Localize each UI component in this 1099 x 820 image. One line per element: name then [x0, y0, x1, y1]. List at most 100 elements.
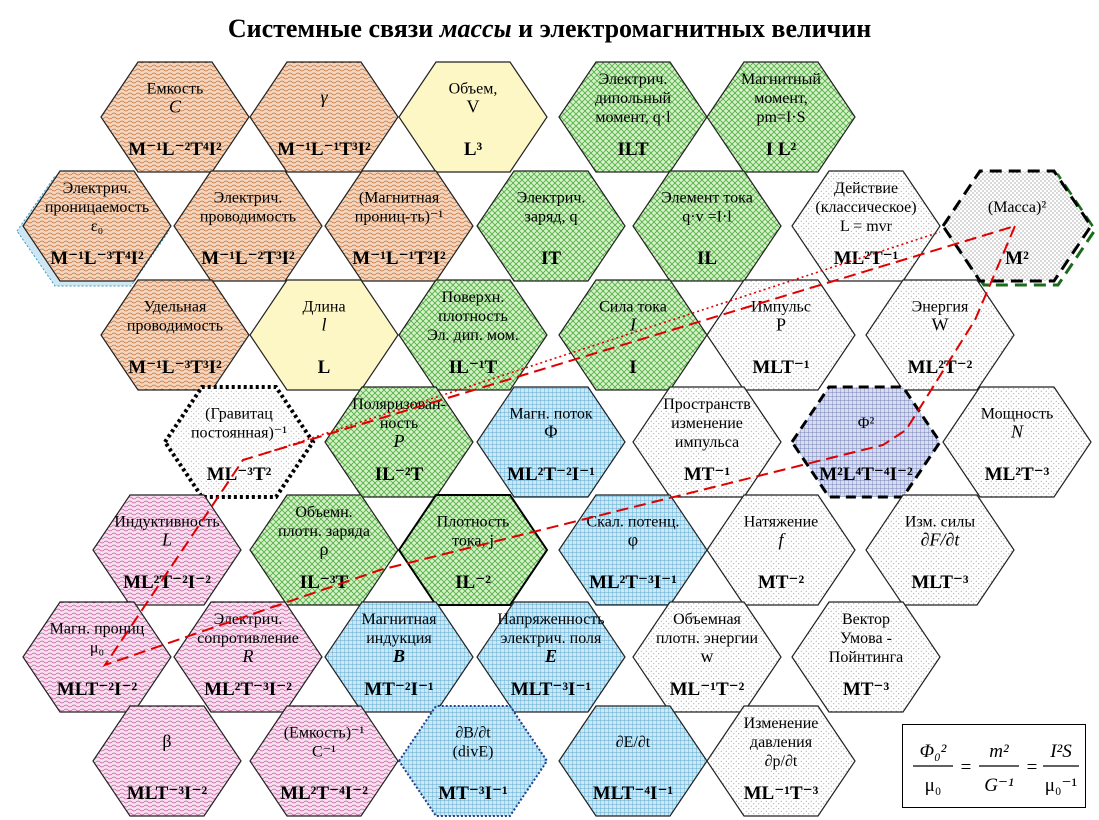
- magnetic-induction-label-0: Магнитная: [361, 611, 437, 628]
- hex-cell-volume: Объем,V L³: [398, 61, 548, 173]
- elastance-dimension: ML²T⁻⁴I⁻²: [280, 783, 368, 804]
- magnetic-moment-label-1: момент,: [754, 90, 807, 107]
- charge-dimension: IT: [541, 248, 561, 269]
- conductance-label-0: Электрич.: [214, 190, 283, 207]
- permeability-label-0: Магн. прониц: [50, 621, 145, 638]
- momentum-label-0: Импульс: [751, 299, 811, 316]
- permeability-dimension: MLT⁻²I⁻²: [57, 679, 138, 700]
- momentum-symbol: P: [776, 315, 786, 335]
- mass-squared-dimension: M²: [1005, 248, 1029, 269]
- current-element-label-0: Элемент тока: [661, 190, 753, 207]
- reluctance-label-0: (Магнитная: [359, 190, 440, 207]
- action-label-1: (классическое): [815, 199, 916, 216]
- volume-symbol: V: [467, 97, 480, 117]
- polarization-label-0: Поляризован-: [352, 396, 446, 413]
- elastance-label-0: (Емкость)⁻¹: [284, 725, 365, 742]
- formula-svg: Φ₀² μ₀ = m² G⁻¹ = I²S μ₀⁻¹: [913, 741, 1079, 796]
- polarization-surface-dimension: IL⁻¹T: [449, 357, 498, 378]
- title-italic: массы: [439, 14, 512, 43]
- hex-cell-current-density: Плотность тока, j IL⁻²: [397, 494, 549, 606]
- hex-cell-beta: β MLT⁻³I⁻²: [92, 705, 242, 817]
- current-element-dimension: IL: [697, 248, 717, 269]
- dipole-moment-label-1: дипольный: [595, 90, 672, 107]
- resistivity-inv-label-0: Удельная: [144, 299, 207, 316]
- permittivity-label-2: ε₀: [91, 218, 103, 235]
- reluctance-label-1: прониц-ть)⁻¹: [355, 209, 444, 226]
- hex-cell-permittivity: Электрич. проницаемость ε₀ M⁻¹L⁻³T⁴I²: [16, 170, 172, 287]
- flux-squared-dimension: M²L⁴T⁻⁴I⁻²: [819, 464, 913, 485]
- formula-num1: Φ₀²: [920, 741, 947, 762]
- electric-field-label-1: электрич. поля: [501, 630, 602, 647]
- pressure-change-label-2: ∂p/∂t: [765, 753, 798, 770]
- volume-dimension: L³: [464, 139, 483, 160]
- gravitational-label-0: (Гравитац: [205, 406, 273, 423]
- hex-cell-reluctance: (Магнитная прониц-ть)⁻¹ M⁻¹L⁻¹T²I²: [324, 170, 474, 282]
- power-dimension: ML²T⁻³: [985, 464, 1050, 485]
- gamma-symbol: γ: [320, 87, 328, 107]
- magnetic-flux-symbol: Φ: [544, 422, 557, 442]
- permittivity-dimension: M⁻¹L⁻³T⁴I²: [50, 248, 144, 269]
- resistance-label-0: Электрич.: [214, 611, 283, 628]
- hex-cell-momentum-spatial: Пространств изменение импульса MT⁻¹: [632, 386, 782, 498]
- polarization-label-1: ность: [380, 415, 418, 432]
- hex-cell-pressure-change: Изменение давления ∂p/∂t ML⁻¹T⁻³: [706, 705, 856, 817]
- formula-den1: μ₀: [925, 775, 942, 796]
- pressure-change-label-1: давления: [750, 734, 813, 751]
- hex-cell-force-change: Изм. силы∂F/∂t MLT⁻³: [865, 494, 1015, 606]
- hex-cell-de-dt: ∂E/∂t MLT⁻⁴I⁻¹: [558, 705, 708, 817]
- reluctance-dimension: M⁻¹L⁻¹T²I²: [352, 248, 446, 269]
- scalar-potential-dimension: ML²T⁻³I⁻¹: [589, 572, 677, 593]
- mass-squared-label-0: (Масса)²: [988, 199, 1046, 216]
- force-change-symbol: ∂F/∂t: [921, 530, 961, 550]
- resistance-symbol: R: [242, 646, 254, 666]
- conductance-dimension: M⁻¹L⁻²T³I²: [201, 248, 295, 269]
- current-symbol: I: [629, 315, 637, 335]
- tension-dimension: MT⁻²: [758, 572, 805, 593]
- pressure-change-label-0: Изменение: [744, 715, 819, 732]
- formula-eq1: =: [961, 757, 972, 778]
- poynting-label-2: Пойнтинга: [829, 649, 903, 666]
- action-label-2: L = mvr: [840, 218, 893, 235]
- dipole-moment-label-2: момент, q·l: [595, 109, 671, 126]
- formula-num2: m²: [989, 741, 1009, 762]
- charge-density-label-1: плотн. заряда: [278, 523, 370, 540]
- current-element-label-1: q·v =I·l: [682, 209, 732, 226]
- momentum-spatial-dimension: MT⁻¹: [684, 464, 730, 485]
- length-dimension: L: [318, 357, 331, 378]
- title-part-2: и электромагнитных величин: [511, 14, 872, 43]
- hex-cell-magnetic-moment: Магнитный момент, pm=I·S I L²: [706, 61, 856, 173]
- poynting-dimension: MT⁻³: [843, 679, 890, 700]
- de-dt-label-0: ∂E/∂t: [616, 734, 651, 751]
- resistance-label-1: сопротивление: [197, 630, 299, 647]
- energy-density-dimension: ML⁻¹T⁻²: [670, 679, 745, 700]
- energy-density-symbol: w: [701, 646, 714, 666]
- formula-num3: I²S: [1049, 741, 1072, 762]
- conductance-label-1: проводимость: [200, 209, 296, 226]
- resistivity-inv-dimension: M⁻¹L⁻³T³I²: [128, 357, 222, 378]
- hex-cell-polarization-surface: Поверхн. плотность Эл. дип. мом. IL⁻¹T: [398, 279, 548, 391]
- force-change-dimension: MLT⁻³: [911, 572, 969, 593]
- energy-density-label-0: Объемная: [673, 611, 741, 628]
- title-part-1: Системные связи: [227, 14, 440, 43]
- magnetic-moment-label-0: Магнитный: [741, 71, 821, 88]
- action-label-0: Действие: [834, 180, 898, 197]
- permittivity-label-1: проницаемость: [45, 199, 149, 216]
- gravitational-label-1: постоянная)⁻¹: [191, 425, 287, 442]
- electric-field-dimension: MLT⁻³I⁻¹: [511, 679, 591, 700]
- hex-cell-charge: Электрич. заряд, q IT: [476, 170, 626, 282]
- hex-cell-gravitational: (Гравитац постоянная)⁻¹ ML⁻³T²: [162, 385, 316, 499]
- energy-label-0: Энергия: [912, 299, 969, 316]
- beta-dimension: MLT⁻³I⁻²: [127, 783, 208, 804]
- beta-symbol: β: [162, 731, 171, 751]
- momentum-spatial-label-2: импульса: [675, 434, 739, 451]
- current-density-label-0: Плотность: [437, 514, 510, 531]
- tension-label-0: Натяжение: [744, 514, 819, 531]
- tension-symbol: f: [778, 530, 786, 550]
- resistance-dimension: ML²T⁻³I⁻²: [204, 679, 292, 700]
